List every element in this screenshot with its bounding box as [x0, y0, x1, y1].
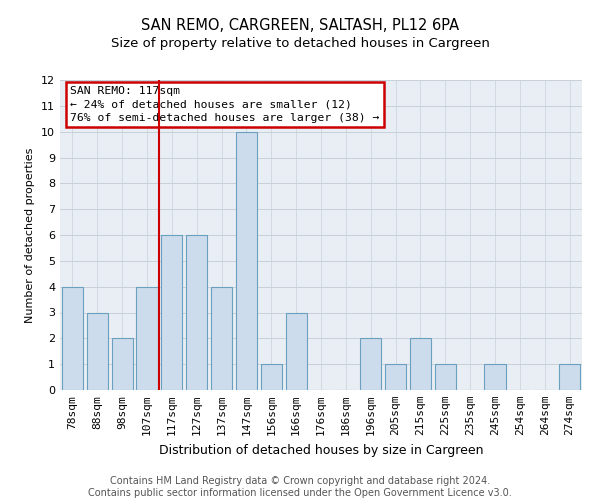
- Bar: [62, 286, 83, 390]
- Bar: [186, 235, 207, 390]
- Bar: [211, 286, 232, 390]
- Text: SAN REMO: 117sqm
← 24% of detached houses are smaller (12)
76% of semi-detached : SAN REMO: 117sqm ← 24% of detached house…: [70, 86, 380, 122]
- Bar: [236, 132, 257, 390]
- Bar: [286, 312, 307, 390]
- Bar: [360, 338, 381, 390]
- Text: Size of property relative to detached houses in Cargreen: Size of property relative to detached ho…: [110, 38, 490, 51]
- X-axis label: Distribution of detached houses by size in Cargreen: Distribution of detached houses by size …: [159, 444, 483, 456]
- Bar: [136, 286, 158, 390]
- Bar: [385, 364, 406, 390]
- Bar: [435, 364, 456, 390]
- Bar: [87, 312, 108, 390]
- Bar: [261, 364, 282, 390]
- Text: Contains HM Land Registry data © Crown copyright and database right 2024.
Contai: Contains HM Land Registry data © Crown c…: [88, 476, 512, 498]
- Bar: [112, 338, 133, 390]
- Bar: [484, 364, 506, 390]
- Y-axis label: Number of detached properties: Number of detached properties: [25, 148, 35, 322]
- Bar: [161, 235, 182, 390]
- Bar: [410, 338, 431, 390]
- Bar: [559, 364, 580, 390]
- Text: SAN REMO, CARGREEN, SALTASH, PL12 6PA: SAN REMO, CARGREEN, SALTASH, PL12 6PA: [141, 18, 459, 32]
